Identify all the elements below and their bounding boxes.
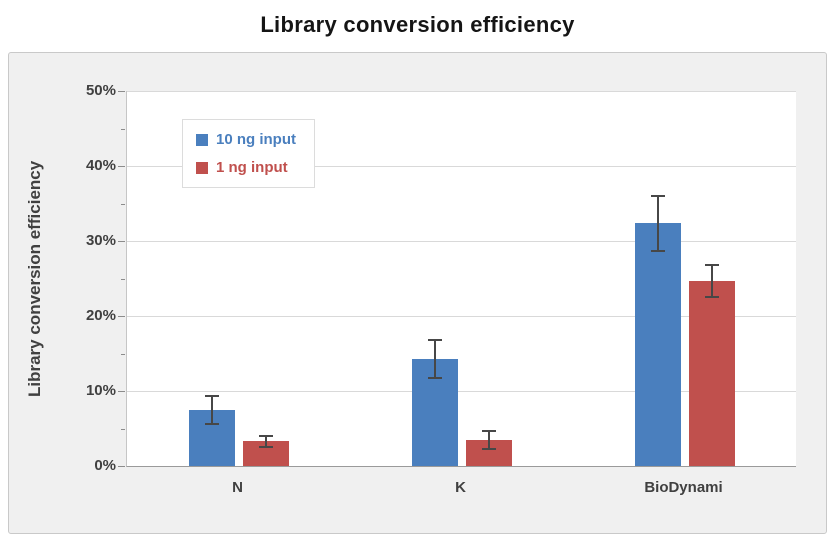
y-minor-tick-mark [121, 353, 125, 355]
x-tick-label-k: K [455, 479, 466, 496]
y-tick-label: 20% [85, 307, 116, 324]
y-minor-tick-mark [121, 128, 125, 130]
gridline [127, 91, 796, 92]
y-tick-label: 10% [85, 382, 116, 399]
error-bar-line [210, 394, 213, 425]
y-tick-mark [118, 466, 125, 467]
gridline [127, 316, 796, 317]
y-minor-tick-mark [121, 278, 125, 280]
gridline [127, 391, 796, 392]
error-bar-line [487, 430, 490, 450]
legend-swatch-1-ng-input [196, 161, 208, 174]
error-bar-line [433, 338, 436, 379]
error-bar-1-ng-input-n [258, 434, 273, 448]
y-tick-mark [118, 391, 125, 392]
y-tick-mark [118, 241, 125, 242]
error-bar-1-ng-input-k [481, 430, 496, 450]
y-minor-tick-mark [121, 203, 125, 205]
legend-label-10-ng-input: 10 ng input [216, 131, 296, 148]
y-tick-mark [118, 91, 125, 92]
error-bar-10-ng-input-k [427, 338, 442, 379]
gridline [127, 241, 796, 242]
y-tick-label: 50% [85, 82, 116, 99]
error-bar-1-ng-input-biodynami [704, 263, 719, 298]
x-tick-label-biodynami: BioDynami [644, 479, 723, 496]
y-tick-mark [118, 316, 125, 317]
error-bar-line [710, 263, 713, 298]
error-bar-line [264, 434, 267, 448]
legend-item-10-ng-input: 10 ng input [196, 131, 296, 148]
chart-title: Library conversion efficiency [260, 12, 575, 37]
y-minor-tick-mark [121, 428, 125, 430]
legend-label-1-ng-input: 1 ng input [216, 159, 288, 176]
bar-10-ng-input-biodynami [634, 223, 681, 466]
error-bar-line [656, 194, 659, 252]
error-bar-10-ng-input-biodynami [650, 194, 665, 252]
y-tick-mark [118, 166, 125, 167]
x-tick-label-n: N [232, 479, 243, 496]
legend-item-1-ng-input: 1 ng input [196, 159, 296, 176]
y-tick-label: 40% [85, 157, 116, 174]
plot-area: 10 ng input 1 ng input [126, 91, 796, 467]
y-tick-label: 30% [85, 232, 116, 249]
bar-1-ng-input-biodynami [688, 280, 735, 466]
y-axis-title: Library conversion efficiency [25, 160, 44, 398]
legend: 10 ng input 1 ng input [182, 119, 315, 188]
chart-panel: Library conversion efficiency 10 ng inpu… [8, 52, 827, 534]
gridline [127, 166, 796, 167]
error-bar-10-ng-input-n [204, 394, 219, 425]
y-tick-label: 0% [94, 457, 116, 474]
legend-swatch-10-ng-input [196, 133, 208, 146]
